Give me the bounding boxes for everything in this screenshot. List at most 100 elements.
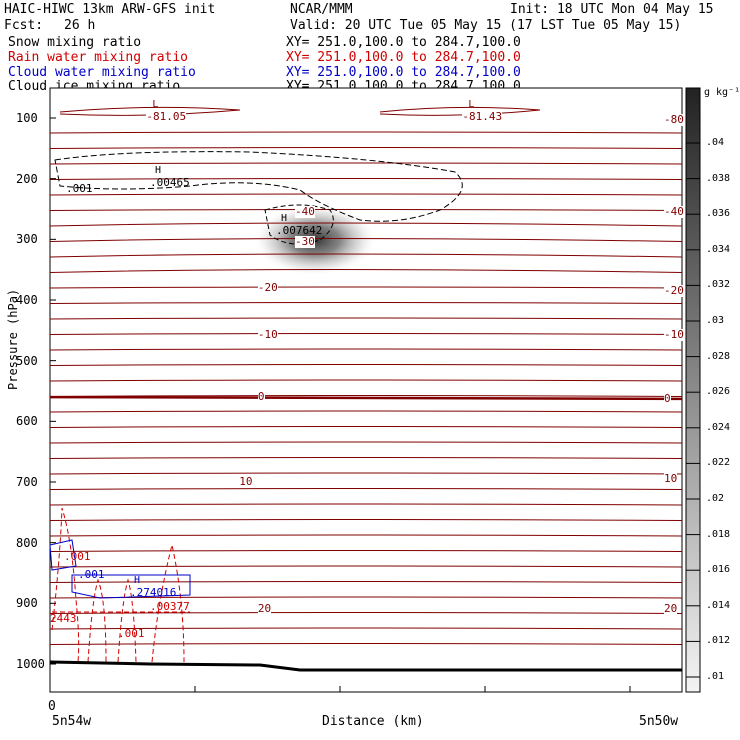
isotherm-label: 10 [664, 471, 678, 485]
isotherm-line [49, 581, 683, 583]
isotherm-line [49, 410, 683, 413]
y-tick-label: 400 [16, 293, 38, 307]
colorbar-tick-label: .024 [706, 421, 731, 433]
isotherm-label: 20 [257, 602, 272, 616]
isotherm-line [49, 253, 683, 258]
isotherm-label: -10 [664, 328, 684, 342]
isotherm-label: 0 [257, 390, 265, 404]
isotherm-line [49, 302, 683, 304]
isotherm-line [49, 472, 683, 475]
ice-high-value: .007642 [276, 224, 323, 237]
x-tick-label: 0 [48, 699, 56, 714]
init-time: Init: 18 UTC Mon 04 May 15 [510, 2, 714, 17]
y-tick-marks [50, 117, 56, 665]
colorbar-tick-label: .036 [706, 208, 731, 220]
isotherm-line [49, 426, 683, 428]
isotherm-line [49, 348, 683, 351]
colorbar-tick-label: .032 [706, 279, 731, 291]
isotherm-line [49, 565, 683, 568]
colorbar-tick-label: .022 [706, 457, 731, 469]
org-label: NCAR/MMM [290, 2, 353, 17]
rain-contour-value-2: .001 [118, 627, 145, 640]
snow-contour-value: .001 [66, 182, 93, 195]
cloudwater-contour-value: .001 [78, 568, 105, 581]
isotherm-line [49, 441, 683, 444]
colorbar-tick-label: .016 [706, 564, 731, 576]
isotherm-label: -30 [295, 235, 315, 249]
isotherm-line [49, 503, 683, 506]
isotherm-line [49, 147, 683, 149]
isotherm-label: -81.05 [146, 109, 187, 123]
isotherm-line [49, 550, 683, 552]
x-axis-title: Distance (km) [322, 714, 424, 729]
colorbar-tick-label: .02 [706, 493, 725, 504]
cloudwater-high-value: .274016 [130, 586, 177, 599]
colorbar-tick-label: .04 [706, 137, 725, 148]
field-name-cloudwater: Cloud water mixing ratio [8, 65, 196, 80]
y-tick-label: 200 [16, 171, 38, 186]
isotherm-label: -40 [664, 205, 684, 219]
isotherm-line [49, 643, 683, 645]
isotherm-label: 20 [664, 602, 678, 616]
colorbar-tick-label: .01 [706, 671, 725, 682]
rain-contours [51, 507, 190, 663]
x-tick-marks [49, 686, 631, 692]
isotherm-line [49, 238, 683, 242]
field-name-rain: Rain water mixing ratio [8, 50, 189, 65]
y-tick-label: 900 [16, 596, 38, 611]
model-title: HAIC-HIWC 13km ARW-GFS init [4, 2, 216, 17]
field-xy-snow: XY= 251.0,100.0 to 284.7,100.0 [286, 35, 521, 50]
rain-contour-value-1: .001 [64, 550, 91, 563]
cloud-ice-contour [264, 204, 334, 245]
isotherm-label: -80 [664, 112, 684, 126]
isotherm-line [49, 612, 683, 614]
y-tick-label: 300 [16, 232, 38, 247]
colorbar-tick-label: .03 [706, 315, 725, 326]
y-tick-label: 600 [16, 414, 38, 429]
field-xy-rain: XY= 251.0,100.0 to 284.7,100.0 [286, 50, 521, 65]
colorbar-tick-label: .038 [706, 172, 731, 184]
isotherm-line [49, 162, 683, 165]
cloud-water-contour [49, 539, 191, 599]
colorbar-tick-label: .028 [706, 350, 731, 362]
x-end-label: 5n50w [639, 714, 679, 729]
y-tick-label: 800 [16, 535, 38, 550]
isotherm-line [49, 395, 683, 397]
isotherm-line [49, 534, 683, 537]
surface-line [49, 660, 682, 672]
ice-high-marker: H [281, 213, 288, 224]
isotherm-line [49, 333, 683, 335]
isotherm-line [49, 222, 683, 227]
y-tick-label: 500 [16, 353, 38, 368]
isotherm-line [49, 519, 683, 521]
cloud-ice-shading [253, 204, 377, 276]
colorbar-tick-label: .014 [706, 599, 731, 611]
colorbar-units: g kg⁻¹ [704, 87, 740, 98]
y-tick-label: 700 [16, 475, 38, 489]
valid-time: Valid: 20 UTC Tue 05 May 15 (17 LST Tue … [290, 18, 682, 33]
forecast-hours: 26 h [64, 18, 96, 33]
snow-high-value: .00465 [150, 176, 190, 189]
isotherm-line [49, 457, 683, 459]
zero-degree-isotherm [49, 395, 683, 401]
isotherm-line [49, 317, 683, 320]
colorbar-tick-marks [686, 142, 700, 678]
isotherm-line [49, 131, 683, 134]
isotherm-line [49, 209, 683, 211]
isotherm-line [49, 178, 683, 180]
isotherm-label: -40 [295, 205, 315, 219]
low-contour-left [59, 106, 241, 116]
y-tick-label: 1000 [16, 657, 45, 671]
contour-extremum-marker: L [468, 98, 475, 110]
isotherm-line [49, 379, 683, 382]
contour-extremum-marker: L [152, 98, 159, 110]
isotherm-label: -81.43 [462, 109, 503, 123]
plot-frame [49, 87, 683, 693]
colorbar-tick-label: .026 [706, 386, 731, 398]
isotherm-line [49, 286, 683, 289]
isotherm-line [49, 193, 683, 196]
y-tick-label: 100 [16, 111, 38, 125]
low-contour-right [379, 106, 541, 116]
isotherm-label: 10 [239, 475, 253, 488]
